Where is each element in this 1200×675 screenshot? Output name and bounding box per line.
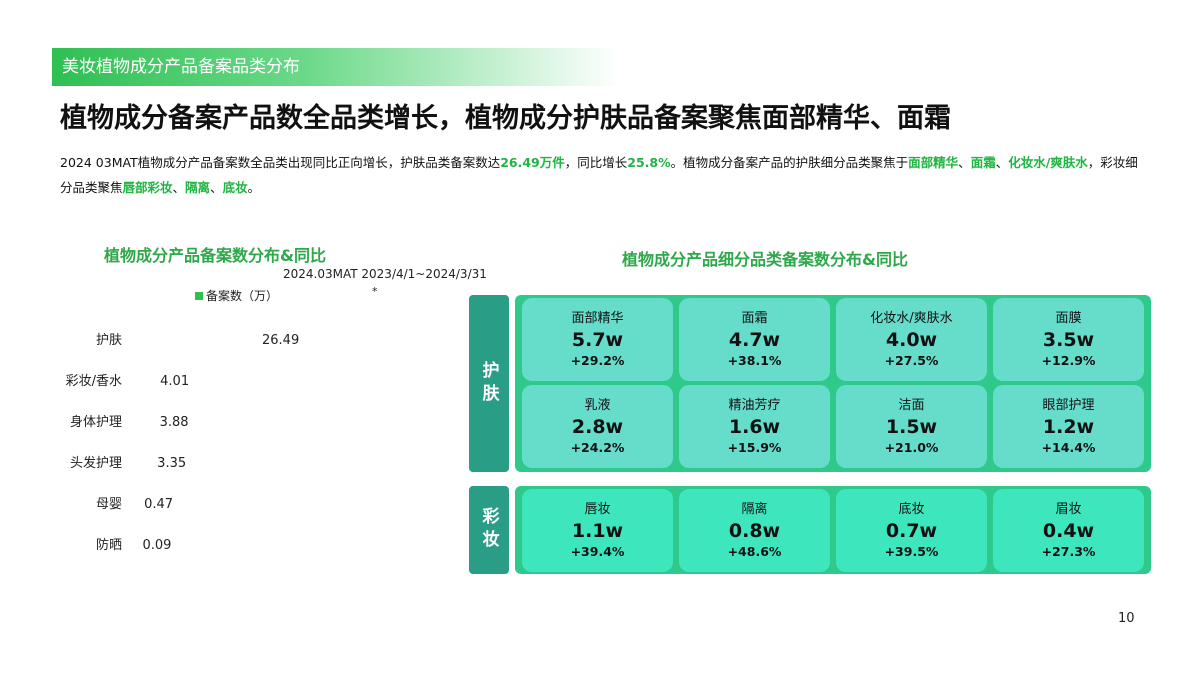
group-label-makeup: 彩妆 bbox=[469, 486, 509, 574]
category-yoy: +14.4% bbox=[1041, 439, 1096, 455]
category-yoy: +38.1% bbox=[727, 352, 782, 368]
summary-highlight: 唇部彩妆 bbox=[122, 180, 173, 195]
bar-category-label: 护肤 bbox=[96, 333, 122, 348]
summary-text: 2024 03MAT植物成分产品备案数全品类出现同比正向增长，护肤品类备案数达2… bbox=[60, 150, 1150, 200]
page-number: 10 bbox=[1118, 611, 1135, 626]
category-card: 洁面 1.5w +21.0% bbox=[836, 385, 987, 468]
category-card: 面霜 4.7w +38.1% bbox=[679, 298, 830, 381]
category-card: 化妆水/爽肤水 4.0w +27.5% bbox=[836, 298, 987, 381]
legend-label: 备案数（万） bbox=[206, 289, 279, 303]
bar-chart-footnote-mark: * bbox=[372, 285, 378, 298]
category-card: 精油芳疗 1.6w +15.9% bbox=[679, 385, 830, 468]
category-card: 面部精华 5.7w +29.2% bbox=[522, 298, 673, 381]
category-name: 面膜 bbox=[1055, 310, 1082, 326]
summary-part: 。植物成分备案产品的护肤细分品类聚焦于 bbox=[670, 155, 909, 170]
summary-highlight: 25.8% bbox=[627, 155, 671, 170]
bar-chart: 护肤 26.49 彩妆/香水 4.01 身体护理 3.88 头发护理 3.35 母婴 0.47 防晒… bbox=[66, 333, 299, 553]
bar bbox=[128, 538, 129, 552]
bar-chart-subtitle: 2024.03MAT 2023/4/1~2024/3/31 bbox=[283, 267, 487, 281]
bar-category-label: 防晒 bbox=[96, 537, 122, 553]
legend-swatch bbox=[195, 291, 203, 300]
category-value: 4.0w bbox=[885, 328, 938, 351]
bar-category-label: 身体护理 bbox=[70, 414, 122, 430]
bar-category-label: 母婴 bbox=[96, 497, 122, 512]
category-name: 乳液 bbox=[584, 397, 611, 413]
bar bbox=[128, 456, 144, 470]
category-value: 0.7w bbox=[885, 519, 938, 542]
bar-value-label: 26.49 bbox=[262, 333, 299, 348]
category-yoy: +15.9% bbox=[727, 439, 782, 455]
summary-part: ，彩妆细分品类聚焦 bbox=[60, 155, 1138, 195]
summary-part: 、 bbox=[958, 155, 971, 170]
category-name: 眼部护理 bbox=[1042, 397, 1095, 413]
category-card: 隔离 0.8w +48.6% bbox=[679, 489, 830, 572]
category-card: 底妆 0.7w +39.5% bbox=[836, 489, 987, 572]
group-label-skincare: 护肤 bbox=[469, 295, 509, 472]
category-card: 眉妆 0.4w +27.3% bbox=[993, 489, 1144, 572]
category-yoy: +39.5% bbox=[884, 543, 939, 559]
summary-part: 、 bbox=[210, 180, 223, 195]
summary-highlight: 面霜 bbox=[970, 155, 996, 170]
summary-part: 2024 03MAT植物成分产品备案数全品类出现同比正向增长，护肤品类备案数达 bbox=[60, 155, 501, 170]
bar-category-label: 彩妆/香水 bbox=[66, 374, 122, 389]
category-yoy: +12.9% bbox=[1041, 352, 1096, 368]
category-name: 洁面 bbox=[898, 397, 925, 413]
category-card: 眼部护理 1.2w +14.4% bbox=[993, 385, 1144, 468]
category-name: 眉妆 bbox=[1055, 501, 1082, 517]
category-value: 1.1w bbox=[571, 519, 624, 542]
summary-highlight: 化妆水/爽肤水 bbox=[1008, 155, 1088, 170]
category-value: 2.8w bbox=[571, 415, 624, 438]
category-name: 面部精华 bbox=[571, 310, 624, 326]
bar-value-label: 0.09 bbox=[143, 538, 172, 553]
category-name: 底妆 bbox=[898, 501, 925, 517]
category-value: 5.7w bbox=[571, 328, 624, 351]
category-yoy: +29.2% bbox=[570, 352, 625, 368]
category-yoy: +24.2% bbox=[570, 439, 625, 455]
category-value: 1.2w bbox=[1042, 415, 1095, 438]
page-headline: 植物成分备案产品数全品类增长，植物成分护肤品备案聚焦面部精华、面霜 bbox=[60, 103, 951, 134]
bar bbox=[128, 333, 248, 347]
category-yoy: +27.3% bbox=[1041, 543, 1096, 559]
category-card: 乳液 2.8w +24.2% bbox=[522, 385, 673, 468]
summary-highlight: 26.49万件 bbox=[500, 155, 565, 170]
category-value: 0.8w bbox=[728, 519, 781, 542]
category-value: 4.7w bbox=[728, 328, 781, 351]
bar-chart-legend: 备案数（万） bbox=[195, 287, 278, 304]
category-value: 1.5w bbox=[885, 415, 938, 438]
bar-value-label: 3.88 bbox=[160, 415, 189, 430]
category-yoy: +21.0% bbox=[884, 439, 939, 455]
category-value: 3.5w bbox=[1042, 328, 1095, 351]
summary-part: 、 bbox=[172, 180, 186, 195]
category-card: 面膜 3.5w +12.9% bbox=[993, 298, 1144, 381]
section-banner: 美妆植物成分产品备案品类分布 bbox=[52, 48, 620, 86]
bar-value-label: 0.47 bbox=[144, 497, 173, 512]
summary-part: 、 bbox=[995, 155, 1009, 170]
bar-category-label: 头发护理 bbox=[70, 455, 122, 471]
category-card: 唇妆 1.1w +39.4% bbox=[522, 489, 673, 572]
category-name: 隔离 bbox=[741, 501, 768, 517]
category-yoy: +48.6% bbox=[727, 543, 782, 559]
category-yoy: +39.4% bbox=[570, 543, 625, 559]
bar bbox=[128, 497, 131, 511]
bar bbox=[128, 415, 146, 429]
summary-highlight: 底妆 bbox=[222, 180, 248, 195]
category-grid-title: 植物成分产品细分品类备案数分布&同比 bbox=[622, 250, 908, 269]
category-value: 0.4w bbox=[1042, 519, 1095, 542]
category-value: 1.6w bbox=[728, 415, 781, 438]
summary-part: 。 bbox=[247, 180, 261, 195]
category-name: 精油芳疗 bbox=[728, 397, 781, 413]
bar-chart-title: 植物成分产品备案数分布&同比 bbox=[104, 246, 326, 265]
category-name: 唇妆 bbox=[584, 501, 611, 517]
bar bbox=[128, 374, 147, 388]
bar-value-label: 4.01 bbox=[160, 374, 189, 389]
category-name: 面霜 bbox=[741, 310, 768, 326]
bar-value-label: 3.35 bbox=[157, 456, 186, 471]
category-yoy: +27.5% bbox=[884, 352, 939, 368]
summary-highlight: 隔离 bbox=[185, 180, 211, 195]
category-name: 化妆水/爽肤水 bbox=[870, 310, 953, 326]
summary-highlight: 面部精华 bbox=[908, 155, 959, 170]
summary-part: ，同比增长 bbox=[564, 155, 628, 170]
